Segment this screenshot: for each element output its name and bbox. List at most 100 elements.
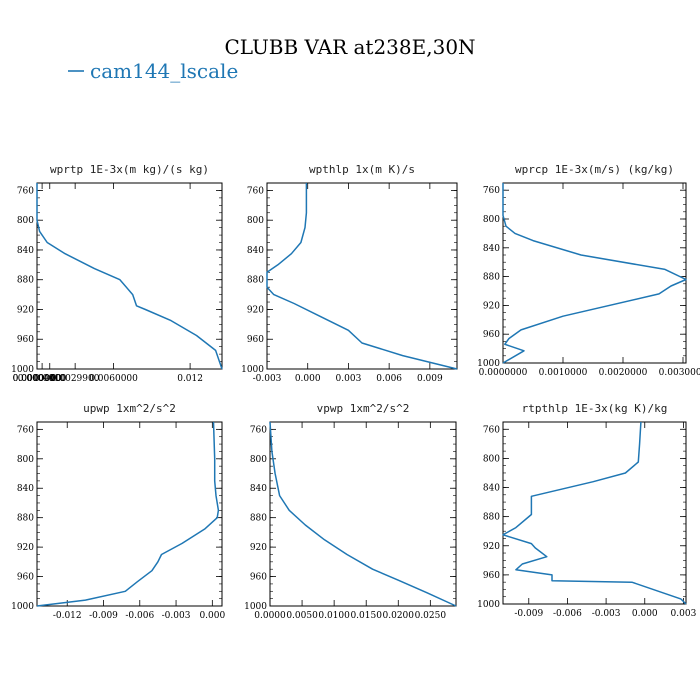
panel-6: rtpthlp 1E-3x(kg K)/kg 760 800 840 880 920 960… [477,402,696,619]
plot-frame [502,421,687,605]
x-tick-label: 0.0050 [286,611,318,621]
series-line [502,421,687,605]
x-tick-label: -0.003 [253,374,282,384]
series-line [266,183,458,370]
x-tick-label: 0.0000000 [13,374,62,384]
y-tick-label: 880 [247,276,264,286]
y-tick-label: 880 [250,514,267,524]
series-line [36,183,223,370]
x-tick-label: 0.0200 [383,611,415,621]
panel-2: wpthlp 1x(m K)/s 760 800 840 880 920 960 1000-0… [241,163,458,384]
y-tick-label: 840 [250,484,267,494]
x-tick-label: 0.0020000 [599,368,648,378]
y-tick-label: 880 [483,513,500,523]
y-tick-label: 960 [250,573,267,583]
x-tick-label: 0.012 [177,374,203,384]
x-tick-label: 0.0000000 [479,368,528,378]
y-tick-label: 800 [250,455,267,465]
x-tick-label: -0.006 [125,611,154,621]
y-tick-label: 1000 [11,365,34,375]
x-tick-label: 0.000 [199,611,225,621]
plot-frame [36,182,223,370]
y-tick-label: 960 [483,571,500,581]
panel-title: wprcp 1E-3x(m/s) (kg/kg) [515,163,674,176]
y-tick-label: 920 [250,543,267,553]
y-tick-label: 800 [17,216,34,226]
x-tick-label: -0.003 [592,609,621,619]
y-tick-label: 840 [17,246,34,256]
x-tick-label: 0.0010000 [539,368,588,378]
y-tick-label: 920 [483,301,500,311]
x-tick-label: 0.0029900 [51,374,100,384]
panel-title: upwp 1xm^2/s^2 [83,402,176,415]
y-tick-label: 880 [483,273,500,283]
y-tick-label: 800 [247,216,264,226]
panel-title: rtpthlp 1E-3x(kg K)/kg [522,402,668,415]
y-tick-label: 1000 [477,359,500,369]
figure-title: CLUBB VAR at238E,30N [224,35,475,59]
series-line [269,421,457,607]
x-tick-label: -0.012 [53,611,82,621]
y-tick-label: 1000 [477,600,500,610]
x-tick-label: 0.009 [417,374,443,384]
plot-frame [36,421,223,607]
y-tick-label: 960 [17,573,34,583]
y-tick-label: 760 [17,425,34,435]
y-tick-label: 760 [483,186,500,196]
x-tick-label: 0.003 [336,374,362,384]
x-tick-label: 0.000 [295,374,321,384]
x-tick-label: 0.0030000 [659,368,700,378]
x-tick-label: -0.003 [162,611,191,621]
plot-frame [266,182,458,370]
x-tick-label: 0.000 [632,609,658,619]
x-tick-label: 0.0010 [34,374,66,384]
y-tick-label: 800 [483,215,500,225]
x-tick-label: 0.0150 [350,611,382,621]
y-tick-label: 840 [483,244,500,254]
y-tick-label: 960 [247,335,264,345]
y-tick-label: 800 [483,454,500,464]
y-tick-label: 1000 [11,602,34,612]
y-tick-label: 800 [17,455,34,465]
y-tick-label: 920 [247,305,264,315]
x-tick-label: 0.0000000 [13,374,62,384]
y-tick-label: 840 [483,484,500,494]
x-tick-label: -0.006 [553,609,582,619]
y-tick-label: 760 [250,425,267,435]
y-tick-label: 960 [17,335,34,345]
x-tick-label: -0.009 [514,609,543,619]
panel-4: upwp 1xm^2/s^2 760 800 840 880 920 960 1000 -0.0… [11,402,225,621]
series-line [36,421,220,607]
y-tick-label: 880 [17,276,34,286]
panel-title: wpthlp 1x(m K)/s [309,163,415,176]
y-tick-label: 760 [483,425,500,435]
legend: cam144_lscale [68,59,238,83]
x-tick-label: 0.0100 [318,611,350,621]
y-tick-label: 920 [483,542,500,552]
x-tick-label: 0.003 [671,609,697,619]
x-tick-label: 0.006 [376,374,402,384]
y-tick-label: 760 [17,186,34,196]
x-tick-label: 0.0060000 [89,374,138,384]
legend-label: cam144_lscale [90,59,238,83]
x-tick-label: -0.009 [89,611,118,621]
y-tick-label: 1000 [244,602,267,612]
y-tick-label: 920 [17,305,34,315]
plot-frame [269,421,457,607]
panel-1: wprtp 1E-3x(m kg)/(s kg) 760 800 840 880 920 9… [11,163,223,384]
panel-3: wprcp 1E-3x(m/s) (kg/kg) 760 800 840 880 920 9… [477,163,700,378]
y-tick-label: 760 [247,186,264,196]
y-tick-label: 840 [247,246,264,256]
x-tick-label: 0.0000 [254,611,286,621]
y-tick-label: 920 [17,543,34,553]
y-tick-label: 840 [17,484,34,494]
plot-frame [502,182,687,364]
y-tick-label: 960 [483,330,500,340]
panel-5: vpwp 1xm^2/s^276080084088092096010000.00… [244,402,457,621]
y-tick-label: 1000 [241,365,264,375]
y-tick-label: 880 [17,514,34,524]
x-tick-label: 0.0250 [415,611,447,621]
panel-title: vpwp 1xm^2/s^2 [317,402,410,415]
x-tick-label: 0.0004000 [18,374,67,384]
